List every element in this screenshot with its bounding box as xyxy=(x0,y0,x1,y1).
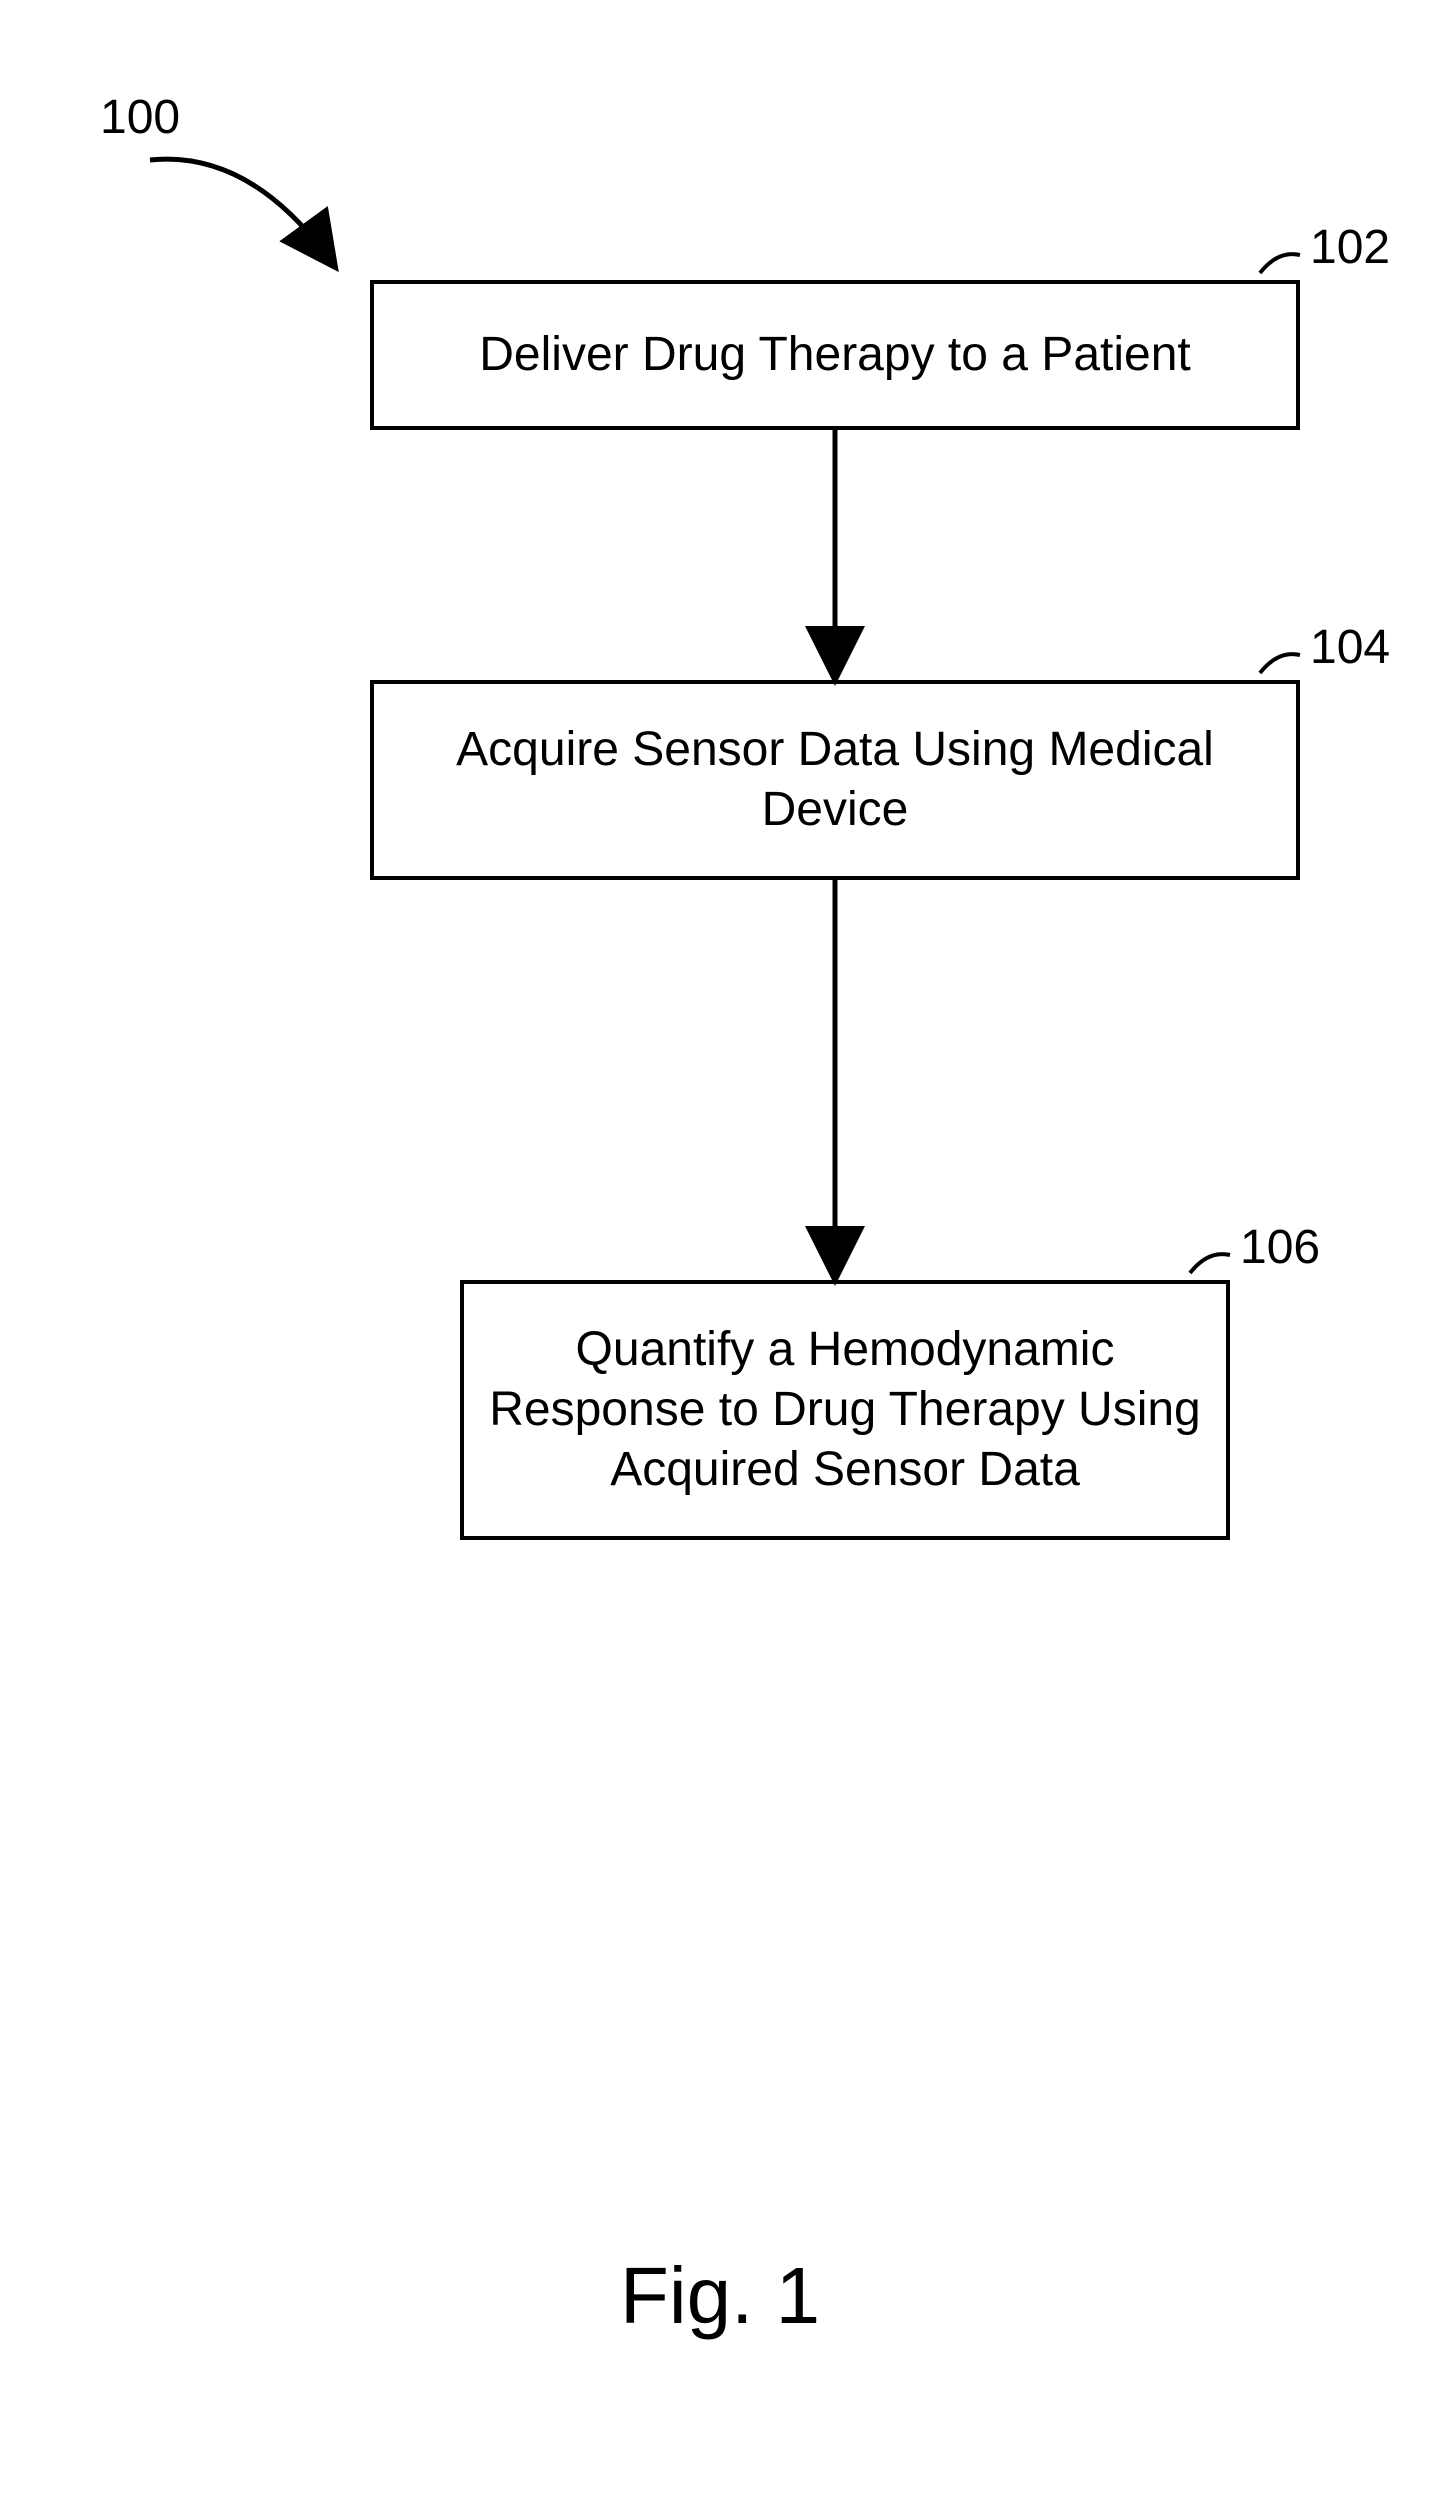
node-label-102: 102 xyxy=(1310,220,1390,275)
leader-102-icon xyxy=(1260,254,1300,273)
flow-node-3-text: Quantify a Hemodynamic Response to Drug … xyxy=(482,1320,1208,1500)
figure-caption: Fig. 1 xyxy=(620,2250,820,2342)
flow-node-2: Acquire Sensor Data Using Medical Device xyxy=(370,680,1300,880)
leader-106-icon xyxy=(1190,1254,1230,1273)
flow-node-3: Quantify a Hemodynamic Response to Drug … xyxy=(460,1280,1230,1540)
node-label-104: 104 xyxy=(1310,620,1390,675)
diagram-label-arrow-icon xyxy=(150,159,330,260)
flow-node-1-text: Deliver Drug Therapy to a Patient xyxy=(479,325,1190,385)
leader-104-icon xyxy=(1260,654,1300,673)
diagram-label-100: 100 xyxy=(100,90,180,145)
flow-node-2-text: Acquire Sensor Data Using Medical Device xyxy=(392,720,1278,840)
node-label-106: 106 xyxy=(1240,1220,1320,1275)
flow-node-1: Deliver Drug Therapy to a Patient xyxy=(370,280,1300,430)
